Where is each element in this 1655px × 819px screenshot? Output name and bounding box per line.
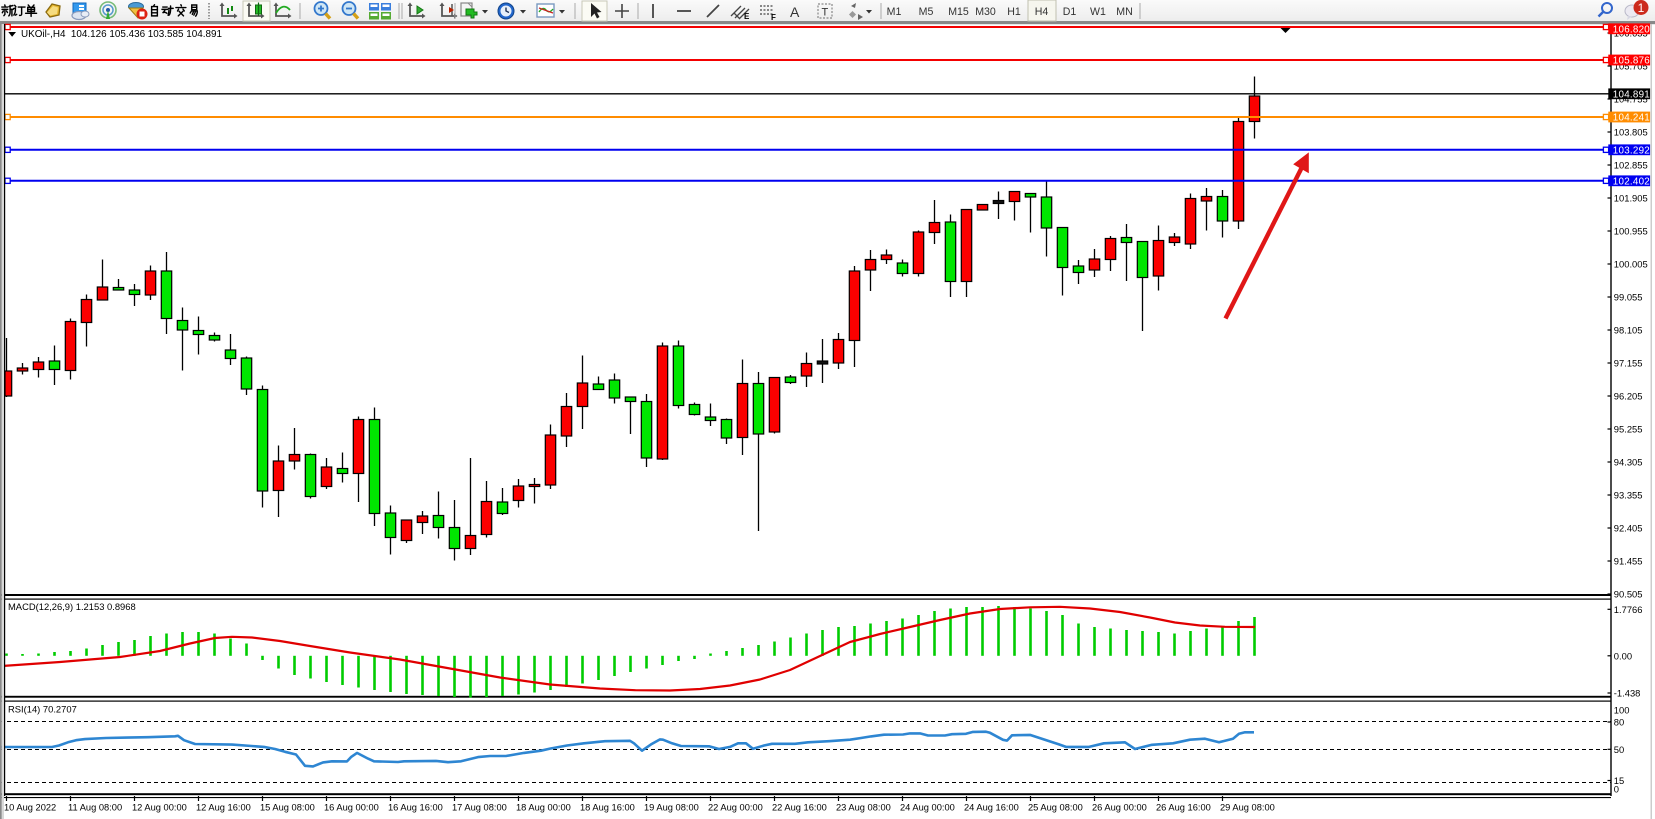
svg-text:94.305: 94.305 bbox=[1614, 457, 1643, 468]
svg-text:91.455: 91.455 bbox=[1614, 556, 1643, 567]
svg-text:105.705: 105.705 bbox=[1614, 61, 1648, 72]
svg-text:A: A bbox=[790, 4, 800, 20]
svg-text:98.105: 98.105 bbox=[1614, 325, 1643, 336]
svg-text:M15: M15 bbox=[948, 6, 969, 18]
svg-text:0: 0 bbox=[1614, 784, 1619, 795]
svg-text:MACD(12,26,9) 1.2153 0.8968: MACD(12,26,9) 1.2153 0.8968 bbox=[8, 601, 136, 612]
svg-text:RSI(14) 70.2707: RSI(14) 70.2707 bbox=[8, 704, 77, 715]
svg-text:29 Aug 08:00: 29 Aug 08:00 bbox=[1220, 803, 1275, 813]
svg-text:-1.438: -1.438 bbox=[1614, 688, 1641, 699]
svg-text:MN: MN bbox=[1116, 6, 1132, 18]
svg-text:26 Aug 00:00: 26 Aug 00:00 bbox=[1092, 803, 1147, 813]
svg-text:97.155: 97.155 bbox=[1614, 358, 1643, 369]
svg-text:15: 15 bbox=[1614, 775, 1624, 786]
svg-text:103.292: 103.292 bbox=[1613, 145, 1650, 156]
svg-text:102.402: 102.402 bbox=[1613, 176, 1650, 187]
svg-text:16 Aug 16:00: 16 Aug 16:00 bbox=[388, 803, 443, 813]
svg-text:F: F bbox=[771, 13, 776, 22]
svg-text:93.355: 93.355 bbox=[1614, 490, 1643, 501]
svg-text:104.891: 104.891 bbox=[1613, 89, 1650, 100]
svg-text:25 Aug 08:00: 25 Aug 08:00 bbox=[1028, 803, 1083, 813]
svg-text:104.241: 104.241 bbox=[1613, 113, 1650, 124]
svg-text:24 Aug 16:00: 24 Aug 16:00 bbox=[964, 803, 1019, 813]
svg-text:80: 80 bbox=[1614, 717, 1624, 728]
svg-text:M5: M5 bbox=[919, 6, 934, 18]
svg-text:1.7766: 1.7766 bbox=[1614, 604, 1643, 615]
svg-text:18 Aug 16:00: 18 Aug 16:00 bbox=[580, 803, 635, 813]
svg-text:90.505: 90.505 bbox=[1614, 589, 1643, 600]
svg-text:D1: D1 bbox=[1063, 6, 1077, 18]
svg-text:96.205: 96.205 bbox=[1614, 391, 1643, 402]
svg-text:99.055: 99.055 bbox=[1614, 292, 1643, 303]
svg-text:26 Aug 16:00: 26 Aug 16:00 bbox=[1156, 803, 1211, 813]
svg-text:12 Aug 00:00: 12 Aug 00:00 bbox=[132, 803, 187, 813]
svg-text:E: E bbox=[744, 12, 750, 21]
svg-text:22 Aug 16:00: 22 Aug 16:00 bbox=[772, 803, 827, 813]
svg-text:T: T bbox=[822, 7, 829, 19]
svg-text:92.405: 92.405 bbox=[1614, 523, 1643, 534]
svg-text:1: 1 bbox=[1638, 1, 1645, 15]
svg-text:17 Aug 08:00: 17 Aug 08:00 bbox=[452, 803, 507, 813]
svg-text:100: 100 bbox=[1614, 705, 1630, 716]
svg-text:M1: M1 bbox=[887, 6, 902, 18]
svg-text:100.005: 100.005 bbox=[1614, 259, 1648, 270]
svg-text:95.255: 95.255 bbox=[1614, 424, 1643, 435]
svg-text:H1: H1 bbox=[1007, 6, 1021, 18]
svg-text:15 Aug 08:00: 15 Aug 08:00 bbox=[260, 803, 315, 813]
svg-text:101.905: 101.905 bbox=[1614, 193, 1648, 204]
svg-text:18 Aug 00:00: 18 Aug 00:00 bbox=[516, 803, 571, 813]
svg-text:M30: M30 bbox=[975, 6, 996, 18]
svg-text:11 Aug 08:00: 11 Aug 08:00 bbox=[68, 803, 122, 813]
svg-text:100.955: 100.955 bbox=[1614, 226, 1648, 237]
svg-text:12 Aug 16:00: 12 Aug 16:00 bbox=[196, 803, 251, 813]
svg-text:50: 50 bbox=[1614, 744, 1624, 755]
svg-text:23 Aug 08:00: 23 Aug 08:00 bbox=[836, 803, 891, 813]
svg-text:105.876: 105.876 bbox=[1613, 56, 1650, 67]
svg-text:10 Aug 2022: 10 Aug 2022 bbox=[4, 803, 56, 813]
svg-text:W1: W1 bbox=[1090, 6, 1106, 18]
svg-text:24 Aug 00:00: 24 Aug 00:00 bbox=[900, 803, 955, 813]
svg-text:106.820: 106.820 bbox=[1613, 24, 1650, 35]
svg-text:102.855: 102.855 bbox=[1614, 160, 1648, 171]
svg-text:19 Aug 08:00: 19 Aug 08:00 bbox=[644, 803, 699, 813]
svg-text:0.00: 0.00 bbox=[1614, 650, 1632, 661]
svg-text:22 Aug 00:00: 22 Aug 00:00 bbox=[708, 803, 763, 813]
svg-text:H4: H4 bbox=[1035, 6, 1049, 18]
svg-text:16 Aug 00:00: 16 Aug 00:00 bbox=[324, 803, 379, 813]
svg-text:103.805: 103.805 bbox=[1614, 127, 1648, 138]
svg-text:UKOil-,H4 104.126 105.436 103: UKOil-,H4 104.126 105.436 103.585 104.89… bbox=[21, 29, 222, 40]
